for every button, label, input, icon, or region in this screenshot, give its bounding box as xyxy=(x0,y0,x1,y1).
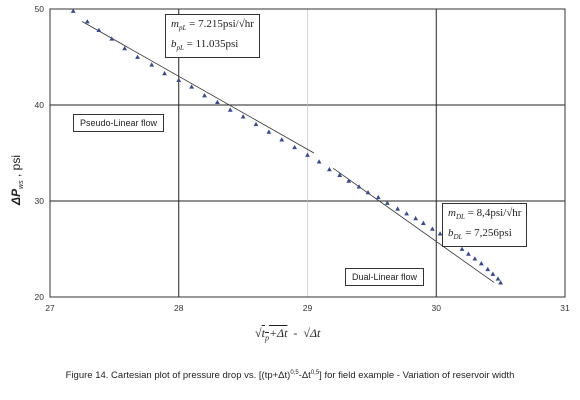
x-tick-label: 27 xyxy=(45,303,55,313)
pseudo-linear-params-box: mpL = 7.215psi/√hr bpL = 11.035psi xyxy=(165,14,260,59)
data-point xyxy=(279,137,285,142)
data-point xyxy=(227,107,233,112)
dual-linear-intercept: bDL = 7,256psi xyxy=(448,227,512,242)
data-point xyxy=(253,121,259,127)
data-point xyxy=(356,184,362,189)
pseudo-linear-flow-label: Pseudo-Linear flow xyxy=(73,114,165,132)
data-point xyxy=(176,77,182,82)
plot-frame xyxy=(49,8,566,298)
data-point xyxy=(413,215,419,221)
data-point xyxy=(109,36,115,41)
data-point xyxy=(240,114,246,119)
data-point xyxy=(404,211,410,216)
data-point xyxy=(437,231,443,236)
figure-caption: Figure 14. Cartesian plot of pressure dr… xyxy=(65,370,515,382)
data-point xyxy=(478,261,484,266)
data-point xyxy=(485,266,491,272)
y-tick-label: 50 xyxy=(35,4,45,14)
pseudo-linear-intercept: bpL = 11.035psi xyxy=(171,38,239,53)
y-tick-labels: 20 30 40 50 xyxy=(35,4,45,302)
x-axis-title: √tp+Δt - √Δt xyxy=(255,326,321,343)
x-tick-label: 30 xyxy=(432,303,442,313)
pseudo-linear-slope: mpL = 7.215psi/√hr xyxy=(171,18,254,33)
data-point xyxy=(305,152,310,157)
data-point xyxy=(337,172,343,177)
data-point xyxy=(429,226,435,231)
data-point xyxy=(292,144,298,150)
dual-linear-params-box: mDL = 8,4psi/√hr bDL = 7,256psi xyxy=(442,203,528,248)
data-points xyxy=(70,8,504,285)
data-point xyxy=(96,27,102,33)
data-point xyxy=(326,166,332,172)
data-point xyxy=(84,19,90,24)
data-point xyxy=(70,8,76,13)
x-tick-label: 29 xyxy=(303,303,313,313)
data-point xyxy=(490,271,496,276)
data-point xyxy=(122,45,128,51)
data-point xyxy=(495,276,501,281)
data-point xyxy=(420,220,426,225)
data-point xyxy=(346,178,352,183)
data-point xyxy=(498,280,504,285)
data-point xyxy=(162,70,167,76)
dual-linear-slope: mDL = 8,4psi/√hr xyxy=(448,207,522,222)
dual-linear-flow-label: Dual-Linear flow xyxy=(345,268,425,286)
x-tick-label: 28 xyxy=(174,303,184,313)
data-point xyxy=(459,246,465,251)
x-tick-labels: 27 28 29 30 31 xyxy=(45,303,570,313)
data-point xyxy=(149,62,155,67)
data-point xyxy=(316,159,322,164)
data-point xyxy=(365,189,371,195)
y-tick-label: 20 xyxy=(35,292,45,302)
trend-line xyxy=(81,21,315,154)
data-point xyxy=(214,99,220,105)
x-tick-label: 31 xyxy=(560,303,570,313)
y-tick-label: 30 xyxy=(35,196,45,206)
data-point xyxy=(466,251,471,256)
data-point xyxy=(202,93,207,98)
data-point xyxy=(384,200,390,205)
data-point xyxy=(375,194,381,200)
data-point xyxy=(472,256,478,261)
data-point xyxy=(135,54,140,59)
data-point xyxy=(266,129,272,134)
y-tick-label: 40 xyxy=(35,100,45,110)
data-point xyxy=(189,84,195,89)
trend-lines xyxy=(81,21,495,283)
data-point xyxy=(395,206,401,211)
y-axis-title: ΔPws , psi xyxy=(8,155,26,205)
